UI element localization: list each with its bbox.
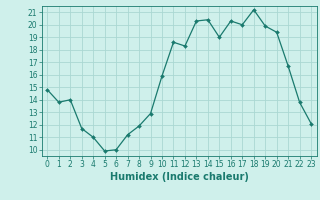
X-axis label: Humidex (Indice chaleur): Humidex (Indice chaleur) <box>110 172 249 182</box>
